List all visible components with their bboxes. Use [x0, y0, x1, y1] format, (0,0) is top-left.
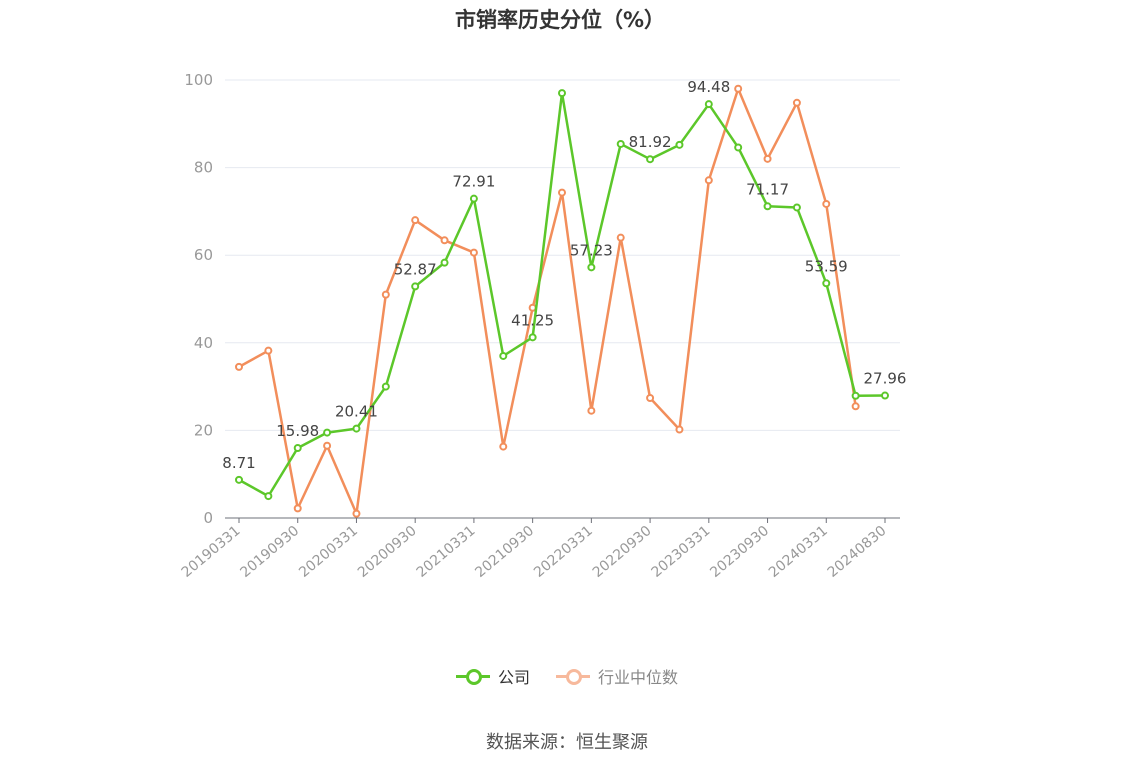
data-point-company: [528, 333, 537, 342]
series-line-industry: [238, 87, 857, 515]
data-label: 52.87: [394, 260, 437, 278]
data-label: 41.25: [511, 311, 554, 329]
data-point-industry: [704, 176, 713, 185]
x-tick-label: 20230930: [707, 523, 772, 581]
legend-swatch-industry: [556, 668, 590, 685]
data-label: 71.17: [746, 180, 789, 198]
x-tick-label: 20230331: [649, 523, 714, 581]
data-label: 57.23: [570, 241, 613, 259]
legend-label-industry: 行业中位数: [598, 668, 679, 687]
data-label: 27.96: [864, 370, 907, 388]
data-point-company: [352, 424, 361, 433]
data-point-industry: [646, 393, 655, 402]
x-tick-label: 20190331: [179, 523, 244, 581]
data-point-company: [881, 391, 889, 400]
series-line-company: [238, 91, 886, 498]
legend-swatch-company: [455, 668, 490, 685]
data-point-company: [822, 279, 831, 288]
x-tick-label: 20200331: [296, 523, 361, 581]
data-point-company: [293, 444, 302, 453]
x-tick-label: 20240331: [766, 523, 831, 581]
data-point-industry: [381, 290, 390, 299]
data-point-company: [264, 492, 273, 501]
data-label: 81.92: [629, 133, 672, 151]
y-tick-label: 20: [194, 421, 213, 439]
data-point-industry: [792, 98, 801, 107]
data-point-company: [792, 203, 801, 212]
data-point-industry: [469, 248, 478, 257]
data-point-company: [235, 475, 243, 484]
data-point-industry: [411, 216, 420, 225]
data-label: 20.41: [335, 403, 378, 421]
data-point-company: [646, 155, 655, 164]
data-label: 15.98: [276, 422, 319, 440]
data-source: 数据来源：恒生聚源: [486, 732, 648, 753]
data-point-industry: [675, 425, 684, 434]
legend-label-company: 公司: [497, 668, 530, 687]
data-point-company: [734, 143, 743, 152]
data-label: 8.71: [222, 454, 255, 472]
legend-item-industry[interactable]: 行业中位数: [556, 664, 678, 688]
data-point-industry: [293, 504, 302, 513]
data-point-industry: [264, 346, 273, 355]
data-point-industry: [323, 441, 332, 450]
x-tick-label: 20190930: [237, 523, 302, 581]
data-point-company: [851, 391, 860, 400]
data-point-company: [499, 351, 508, 360]
data-point-industry: [616, 233, 625, 242]
data-point-company: [704, 100, 713, 109]
legend: 公司 行业中位数: [0, 664, 1134, 688]
data-point-industry: [851, 402, 860, 411]
data-point-company: [440, 258, 449, 267]
data-point-industry: [587, 406, 596, 415]
chart-title: 市销率历史分位（%）: [454, 8, 666, 32]
x-tick-label: 20240830: [825, 523, 890, 581]
x-tick-label: 20210331: [414, 523, 479, 581]
x-tick-label: 20220930: [590, 523, 655, 581]
data-point-company: [587, 263, 596, 272]
data-point-industry: [822, 199, 831, 208]
data-point-industry: [558, 188, 566, 197]
data-point-company: [763, 202, 772, 211]
data-point-industry: [499, 442, 508, 451]
x-tick-label: 20220331: [531, 523, 596, 581]
data-point-company: [616, 139, 625, 148]
data-point-company: [323, 428, 332, 437]
legend-item-company[interactable]: 公司: [455, 664, 530, 688]
y-tick-label: 40: [194, 334, 213, 352]
y-tick-label: 100: [184, 71, 213, 89]
data-point-industry: [352, 509, 361, 518]
y-tick-label: 60: [194, 246, 213, 264]
data-point-company: [411, 282, 420, 291]
x-tick-label: 20210930: [472, 523, 537, 581]
data-label: 53.59: [805, 257, 848, 275]
data-point-industry: [235, 362, 243, 371]
data-point-company: [675, 140, 684, 149]
x-tick-label: 20200930: [355, 523, 420, 581]
data-point-industry: [734, 84, 743, 93]
data-point-company: [558, 89, 566, 98]
y-tick-label: 0: [203, 509, 213, 527]
data-label: 72.91: [452, 173, 495, 191]
y-tick-label: 80: [194, 159, 213, 177]
data-point-company: [381, 382, 390, 391]
data-label: 94.48: [687, 78, 730, 96]
data-point-industry: [763, 154, 772, 163]
data-point-company: [469, 194, 478, 203]
data-point-industry: [440, 236, 449, 245]
